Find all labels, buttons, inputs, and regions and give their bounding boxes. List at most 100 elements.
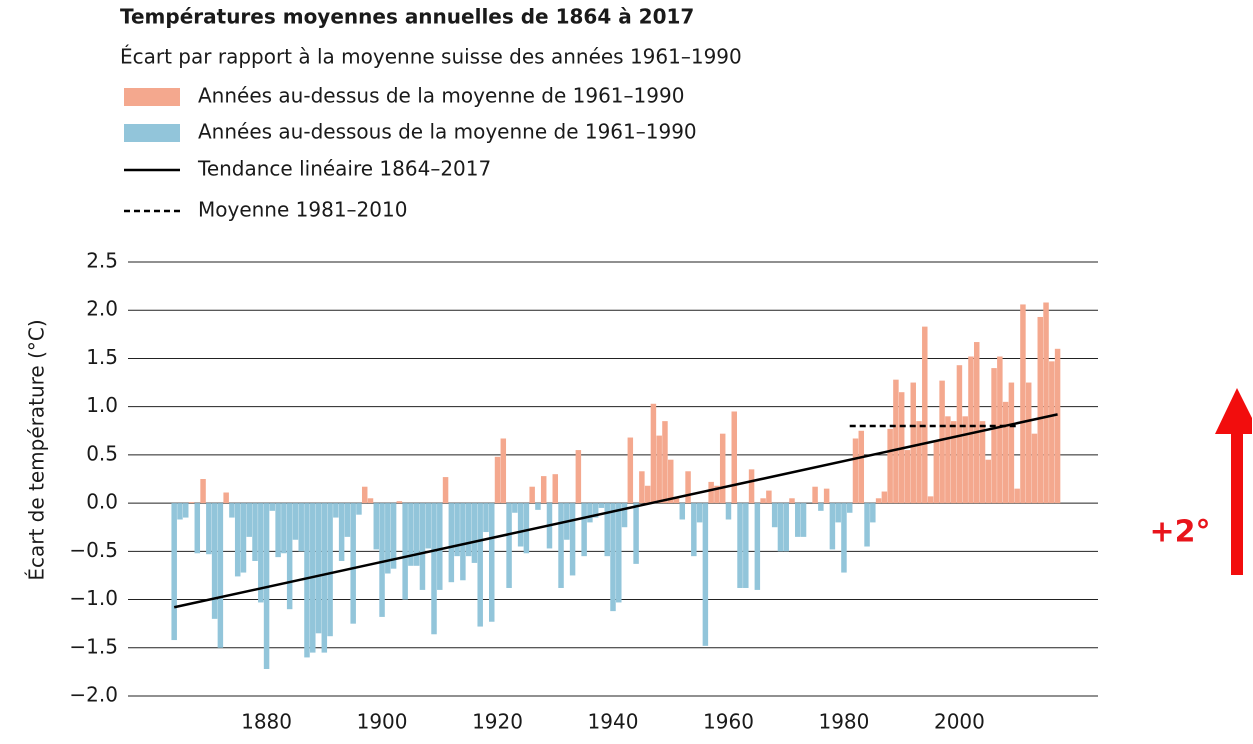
bar: [962, 416, 968, 504]
y-tick-label: 0.0: [86, 490, 118, 514]
bar: [933, 440, 940, 504]
bar: [956, 365, 963, 504]
legend-swatch: [124, 88, 180, 106]
bar: [743, 503, 749, 588]
bar: [991, 368, 997, 504]
bar: [737, 503, 743, 588]
bar: [234, 503, 241, 577]
x-tick-label: 1960: [703, 710, 754, 734]
x-tick-label: 1880: [241, 710, 292, 734]
bar: [321, 503, 328, 653]
bar: [823, 488, 830, 504]
bar: [182, 503, 189, 518]
bar: [887, 428, 893, 504]
bar: [413, 503, 420, 566]
bar: [927, 496, 934, 504]
bar: [616, 503, 622, 603]
bar: [465, 503, 472, 557]
bar: [246, 503, 252, 537]
bar: [454, 503, 460, 557]
bar: [581, 503, 587, 557]
bar: [766, 490, 772, 504]
bar: [760, 498, 766, 504]
bar: [696, 503, 703, 523]
y-axis-label: Écart de température (°C): [25, 319, 49, 580]
bar: [789, 498, 795, 504]
bar: [719, 433, 726, 504]
bar: [315, 503, 322, 634]
bar: [812, 486, 818, 504]
bar: [477, 503, 483, 627]
bar: [367, 498, 374, 504]
bar: [852, 438, 859, 504]
bar: [211, 503, 218, 619]
bar: [708, 481, 714, 504]
bar: [194, 503, 201, 554]
bar: [667, 459, 674, 504]
bar: [535, 503, 541, 510]
bar: [829, 503, 836, 550]
bar: [725, 503, 732, 520]
bar: [1054, 348, 1061, 504]
annotation: +2°: [1149, 515, 1210, 550]
y-tick-label: 2.5: [86, 249, 118, 273]
bar: [685, 471, 691, 504]
bar: [748, 469, 755, 504]
bar: [540, 476, 547, 504]
bar: [408, 503, 414, 566]
bar: [200, 479, 206, 504]
bar: [171, 503, 177, 641]
bar: [783, 503, 789, 552]
bar: [644, 485, 651, 504]
bar: [217, 503, 224, 648]
bar: [177, 503, 183, 520]
y-tick-label: 0.5: [86, 441, 118, 465]
bar: [945, 416, 951, 504]
y-tick-label: −0.5: [69, 538, 118, 562]
bar: [517, 503, 524, 547]
legend-label: Années au-dessus de la moyenne de 1961–1…: [198, 84, 684, 108]
bar: [396, 501, 403, 504]
bar: [916, 421, 922, 504]
x-tick-label: 1920: [472, 710, 523, 734]
bar: [974, 342, 980, 504]
bar: [569, 503, 576, 576]
bar: [1043, 302, 1049, 504]
bar: [356, 503, 362, 515]
bar: [777, 503, 784, 552]
bar: [835, 503, 841, 523]
x-tick-label: 1940: [588, 710, 639, 734]
y-tick-label: −1.0: [69, 586, 118, 610]
bar: [512, 503, 518, 513]
bar: [1008, 382, 1015, 504]
bar: [373, 503, 380, 550]
bar: [240, 503, 247, 573]
bar: [893, 379, 899, 504]
bar: [338, 503, 345, 561]
bar: [281, 503, 287, 554]
bar: [223, 492, 229, 504]
bar: [875, 498, 882, 504]
bar: [621, 503, 628, 528]
y-tick-label: −1.5: [69, 634, 118, 658]
bar: [483, 503, 489, 533]
bar: [633, 503, 639, 564]
bar: [1020, 304, 1026, 504]
y-tick-label: 1.0: [86, 393, 118, 417]
bar: [292, 503, 299, 540]
bar: [437, 503, 443, 590]
bar: [841, 503, 847, 573]
bar: [286, 503, 293, 610]
arrow-head: [1215, 388, 1252, 434]
bar: [1002, 401, 1009, 504]
bar: [419, 503, 426, 590]
bar: [904, 450, 911, 504]
bar: [656, 435, 662, 504]
bar: [431, 503, 437, 635]
bar: [471, 503, 478, 563]
bar: [673, 498, 680, 504]
bar: [1049, 361, 1055, 504]
bar: [610, 503, 616, 612]
bar: [731, 411, 737, 504]
y-tick-label: −2.0: [69, 683, 118, 707]
